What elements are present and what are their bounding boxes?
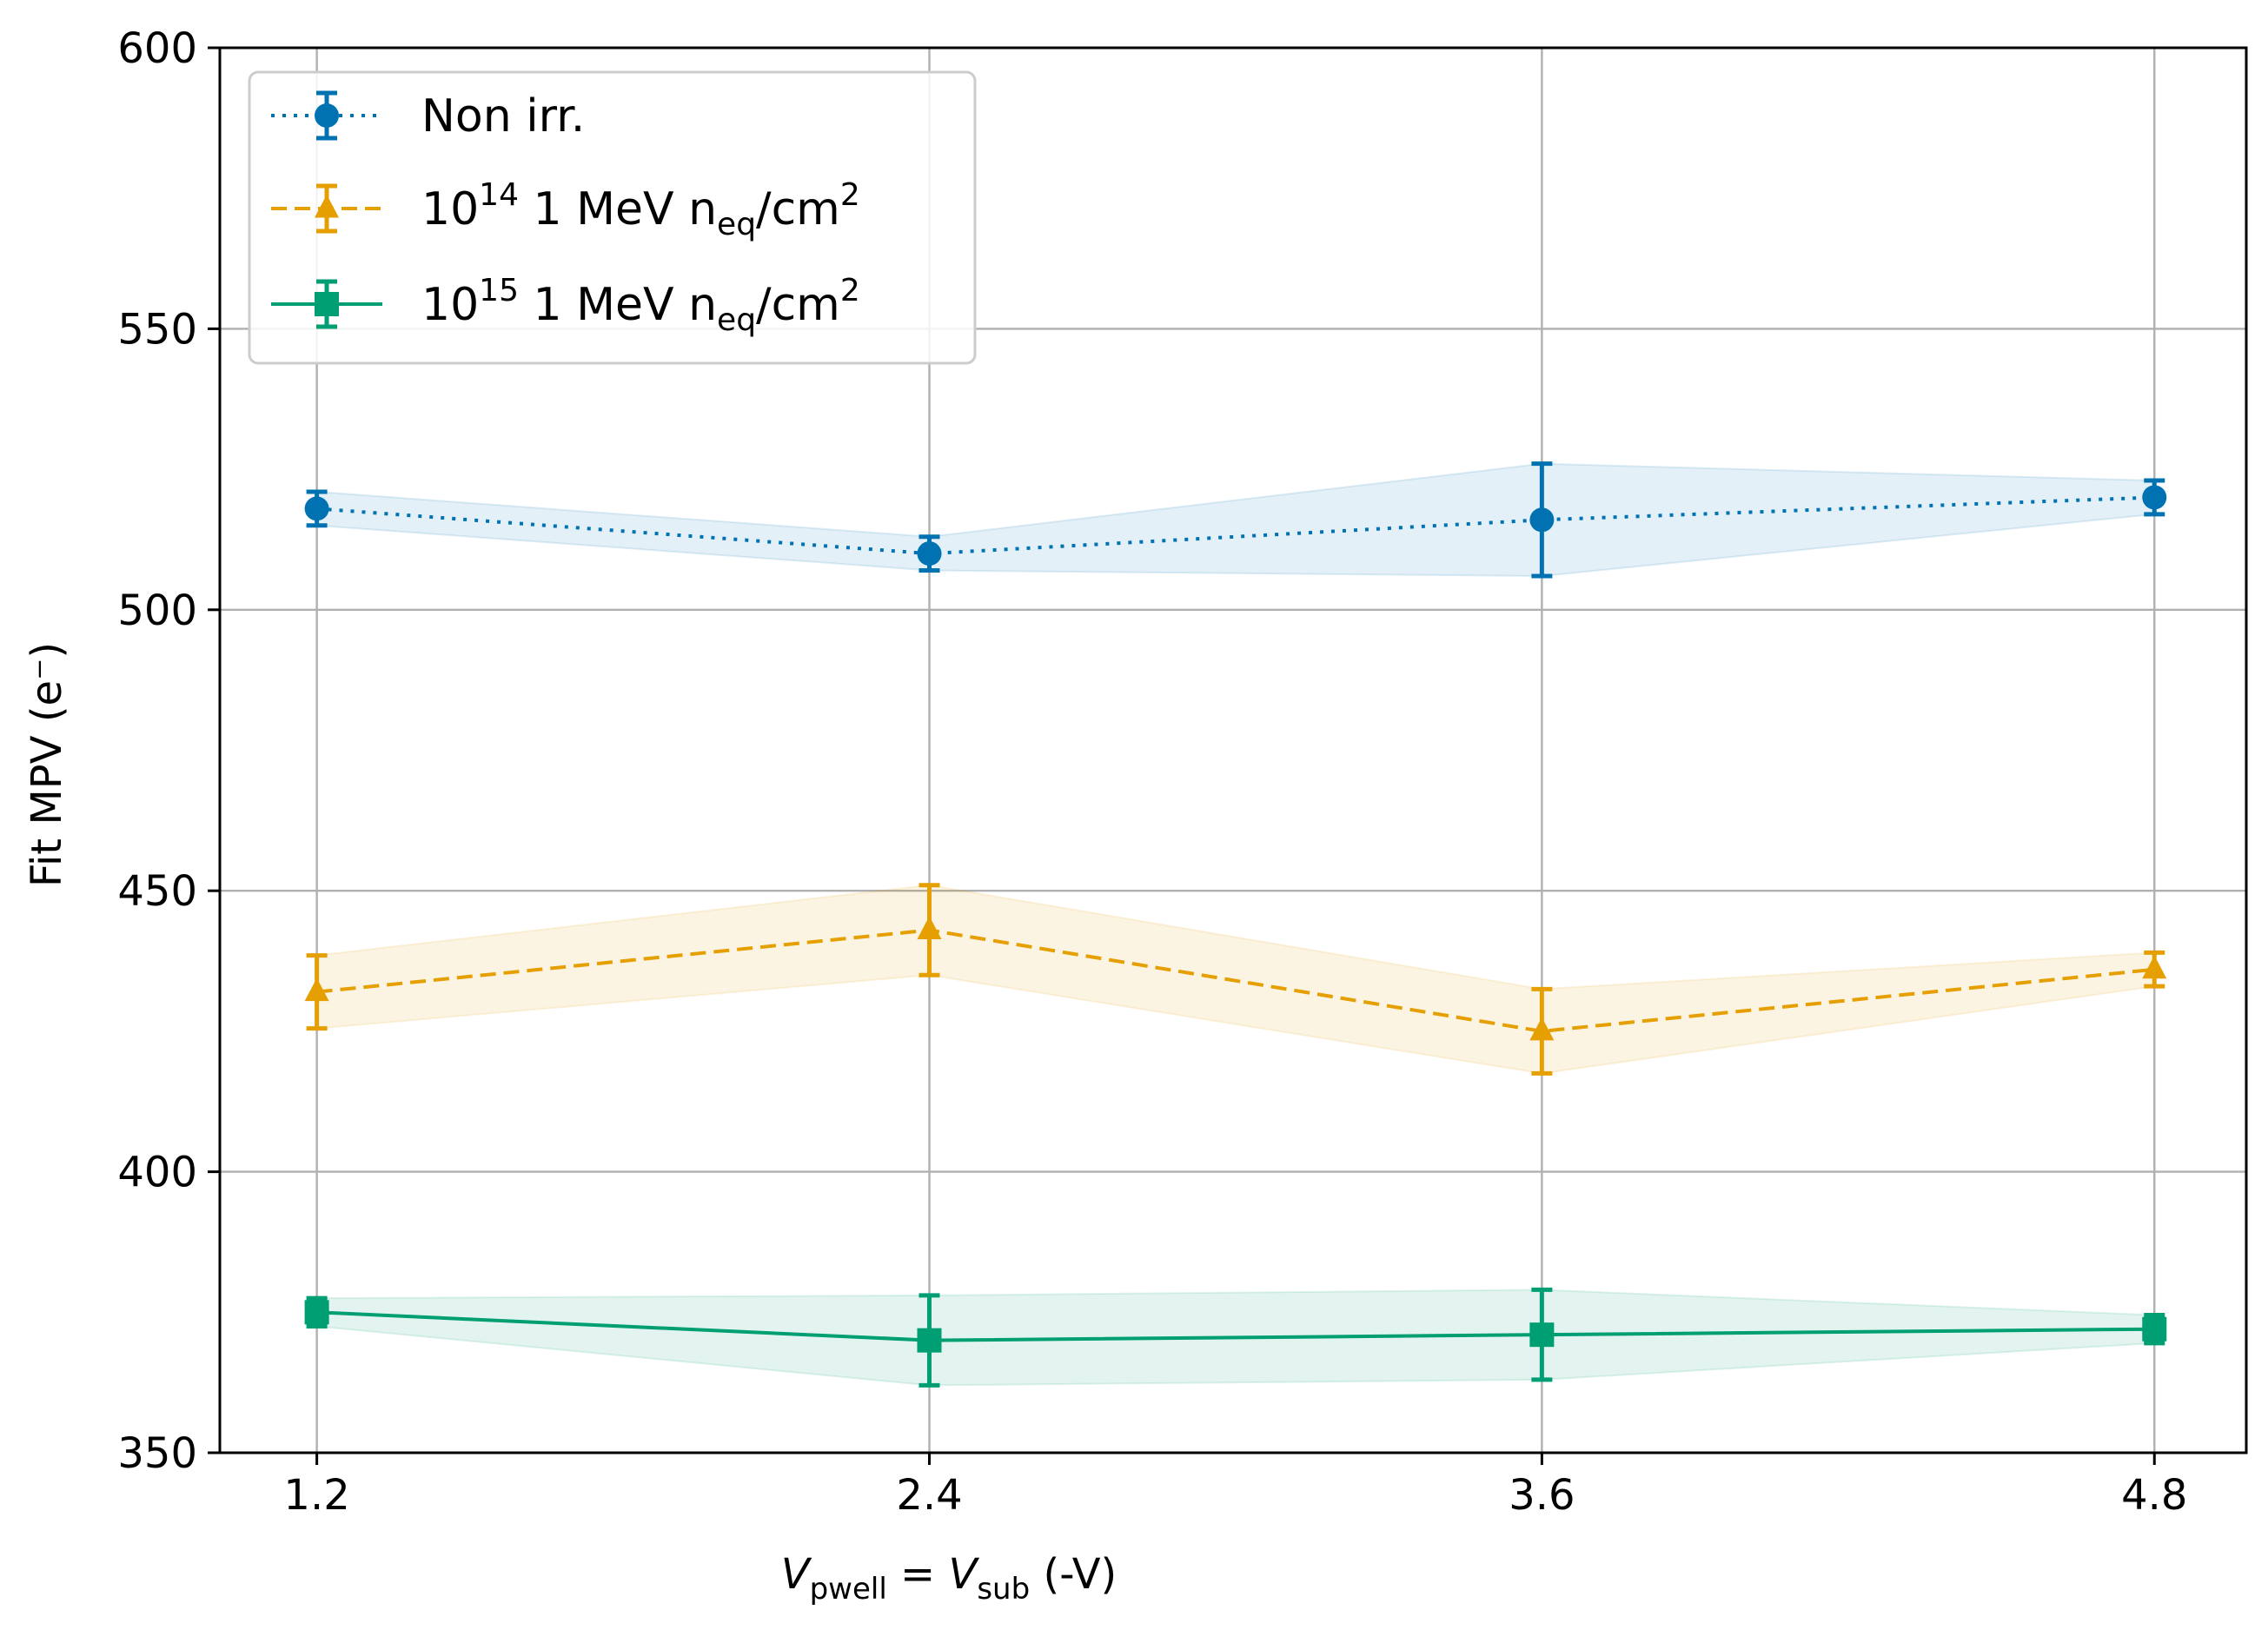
legend-1e15-exp2: 2 <box>840 273 860 308</box>
x-tick-label: 4.8 <box>2121 1471 2187 1520</box>
legend-label-non-irr-text: Non irr. <box>421 90 585 142</box>
data-point-marker <box>315 103 339 128</box>
data-point-marker <box>2142 485 2167 510</box>
x-label-unit: (-V) <box>1030 1550 1117 1599</box>
y-tick-label: 600 <box>117 24 197 73</box>
legend-1e14-tail: /cm <box>756 183 840 235</box>
legend-entry-1e15: 1015 1 MeV neq/cm2 <box>271 273 860 338</box>
legend-entry-1e14: 1014 1 MeV neq/cm2 <box>271 177 860 242</box>
x-label-eq: = <box>887 1550 949 1599</box>
series <box>304 461 2167 1388</box>
series-line <box>316 928 2155 1033</box>
legend-1e15-rest: 1 MeV n <box>519 279 717 331</box>
y-tick-label: 350 <box>117 1429 197 1478</box>
x-label-sub2: sub <box>977 1572 1030 1607</box>
legend-1e15-base: 10 <box>421 279 479 331</box>
legend-1e15-tail: /cm <box>756 279 840 331</box>
series-line <box>316 1310 2155 1342</box>
series-group <box>304 1287 2167 1388</box>
plot-frame <box>218 46 2248 1454</box>
data-point-marker <box>1529 1017 1555 1041</box>
legend-swatch-non-irr <box>271 90 382 141</box>
data-point-marker <box>2142 1316 2167 1342</box>
legend-label-1e14: 1014 1 MeV neq/cm2 <box>421 177 860 242</box>
legend: Non irr. 1014 1 MeV neq/cm2 1015 1 MeV n… <box>248 70 977 365</box>
x-tick-label: 2.4 <box>896 1471 962 1520</box>
y-axis-label: Fit MPV (e⁻) <box>23 642 71 887</box>
data-point-marker <box>917 916 942 939</box>
series-group <box>304 461 2167 579</box>
data-point-marker <box>1529 1322 1555 1348</box>
data-point-marker <box>315 194 339 218</box>
legend-swatch-1e14 <box>271 183 382 234</box>
series-line <box>316 495 2155 556</box>
legend-1e14-sub: eq <box>717 207 756 242</box>
data-point-marker <box>1529 507 1555 533</box>
ticks: 1.2 2.4 3.6 4.8 350 400 450 500 550 600 <box>117 24 2187 1520</box>
y-tick-label: 450 <box>117 867 197 916</box>
data-point-marker <box>2142 955 2167 979</box>
legend-swatch-1e15 <box>271 279 382 329</box>
x-axis-label: Vpwell = Vsub (-V) <box>781 1550 1117 1607</box>
legend-1e14-exp2: 2 <box>840 177 860 213</box>
legend-label-non-irr: Non irr. <box>421 90 585 142</box>
x-tick-label: 3.6 <box>1509 1471 1575 1520</box>
data-point-marker <box>304 496 329 521</box>
data-point-marker <box>315 292 339 316</box>
legend-entry-non-irr: Non irr. <box>271 90 585 142</box>
y-tick-label: 400 <box>117 1149 197 1197</box>
legend-box <box>248 70 977 365</box>
legend-1e14-rest: 1 MeV n <box>519 183 717 235</box>
data-point-marker <box>304 1300 329 1325</box>
y-tick-label: 550 <box>117 305 197 354</box>
y-tick-label: 500 <box>117 586 197 635</box>
data-point-marker <box>304 977 329 1002</box>
legend-label-1e15: 1015 1 MeV neq/cm2 <box>421 273 860 338</box>
legend-1e14-exp: 14 <box>479 177 519 213</box>
x-label-sub1: pwell <box>810 1572 887 1607</box>
data-point-marker <box>917 1328 942 1353</box>
data-point-marker <box>917 541 942 567</box>
series-group <box>304 883 2167 1076</box>
x-tick-label: 1.2 <box>283 1471 349 1520</box>
legend-1e15-sub: eq <box>717 302 756 338</box>
x-label-v2: V <box>949 1550 980 1599</box>
legend-1e15-exp: 15 <box>479 273 519 308</box>
x-label-v1: V <box>781 1550 812 1599</box>
legend-1e14-base: 10 <box>421 183 479 235</box>
